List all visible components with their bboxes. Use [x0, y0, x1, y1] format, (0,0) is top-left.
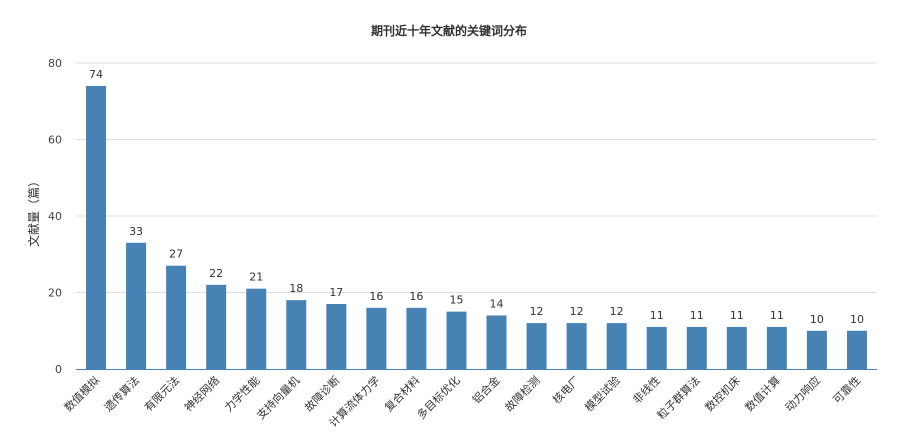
bar: [766, 326, 787, 369]
data-label: 12: [570, 305, 584, 318]
data-label: 12: [610, 305, 624, 318]
bar: [486, 315, 507, 369]
category-label: 铝合金: [469, 373, 502, 406]
bar: [846, 330, 867, 369]
category-label: 粒子群算法: [654, 373, 703, 422]
bar: [406, 307, 427, 369]
category-label: 神经网络: [181, 373, 222, 414]
bars: [86, 85, 867, 369]
data-label: 15: [449, 294, 463, 307]
category-label: 故障检测: [502, 373, 543, 414]
data-label: 33: [129, 225, 143, 238]
y-tick-label: 20: [48, 287, 62, 300]
data-label: 21: [249, 271, 263, 284]
y-tick-labels: 0 20 40 60 80: [48, 57, 62, 376]
bar: [286, 300, 307, 369]
bar: [606, 323, 627, 369]
bar: [806, 330, 827, 369]
bar: [726, 326, 747, 369]
category-label: 动力响应: [782, 373, 823, 414]
bar: [526, 323, 547, 369]
data-label: 12: [530, 305, 544, 318]
category-label: 多目标优化: [414, 373, 463, 422]
category-label: 可靠性: [830, 373, 863, 406]
bar: [686, 326, 707, 369]
category-label: 模型试验: [582, 373, 623, 414]
data-label: 27: [169, 248, 183, 261]
category-label: 遗传算法: [101, 373, 142, 414]
bar: [446, 311, 467, 369]
y-tick-label: 80: [48, 57, 62, 70]
data-label: 10: [810, 313, 824, 326]
data-label: 18: [289, 282, 303, 295]
category-label: 数控机床: [702, 373, 743, 414]
y-axis-title: 文献量（篇）: [26, 175, 41, 247]
category-label: 故障诊断: [301, 373, 342, 414]
bar: [566, 323, 587, 369]
y-tick-label: 0: [55, 363, 62, 376]
bar: [646, 326, 667, 369]
data-label: 11: [730, 309, 744, 322]
data-label: 11: [690, 309, 704, 322]
y-tick-label: 60: [48, 134, 62, 147]
category-label: 力学性能: [221, 373, 262, 414]
data-label: 11: [770, 309, 784, 322]
chart-title: 期刊近十年文献的关键词分布: [370, 24, 527, 38]
data-labels: 74 33 27 22 21 18 17 16 16 15 14 12 12 12 11 11 11 11 10 10: [89, 68, 864, 326]
bar: [326, 303, 347, 369]
data-label: 10: [850, 313, 864, 326]
category-label: 有限元法: [141, 373, 182, 414]
grid-lines: [76, 62, 877, 293]
bar: [86, 85, 107, 369]
data-label: 16: [369, 290, 383, 303]
data-label: 16: [409, 290, 423, 303]
y-tick-label: 40: [48, 210, 62, 223]
category-label: 非线性: [630, 373, 663, 406]
category-label: 复合材料: [382, 373, 423, 414]
data-label: 11: [650, 309, 664, 322]
category-label: 核电厂: [550, 373, 583, 406]
bar: [166, 265, 187, 369]
category-label: 数值计算: [742, 373, 783, 414]
bar: [246, 288, 267, 369]
data-label: 17: [329, 286, 343, 299]
data-label: 14: [490, 297, 504, 310]
bar: [126, 242, 147, 369]
category-label: 数值模拟: [61, 373, 102, 414]
data-label: 74: [89, 68, 103, 81]
category-label: 支持向量机: [254, 373, 303, 422]
bar: [206, 284, 227, 369]
bar: [366, 307, 387, 369]
data-label: 22: [209, 267, 223, 280]
